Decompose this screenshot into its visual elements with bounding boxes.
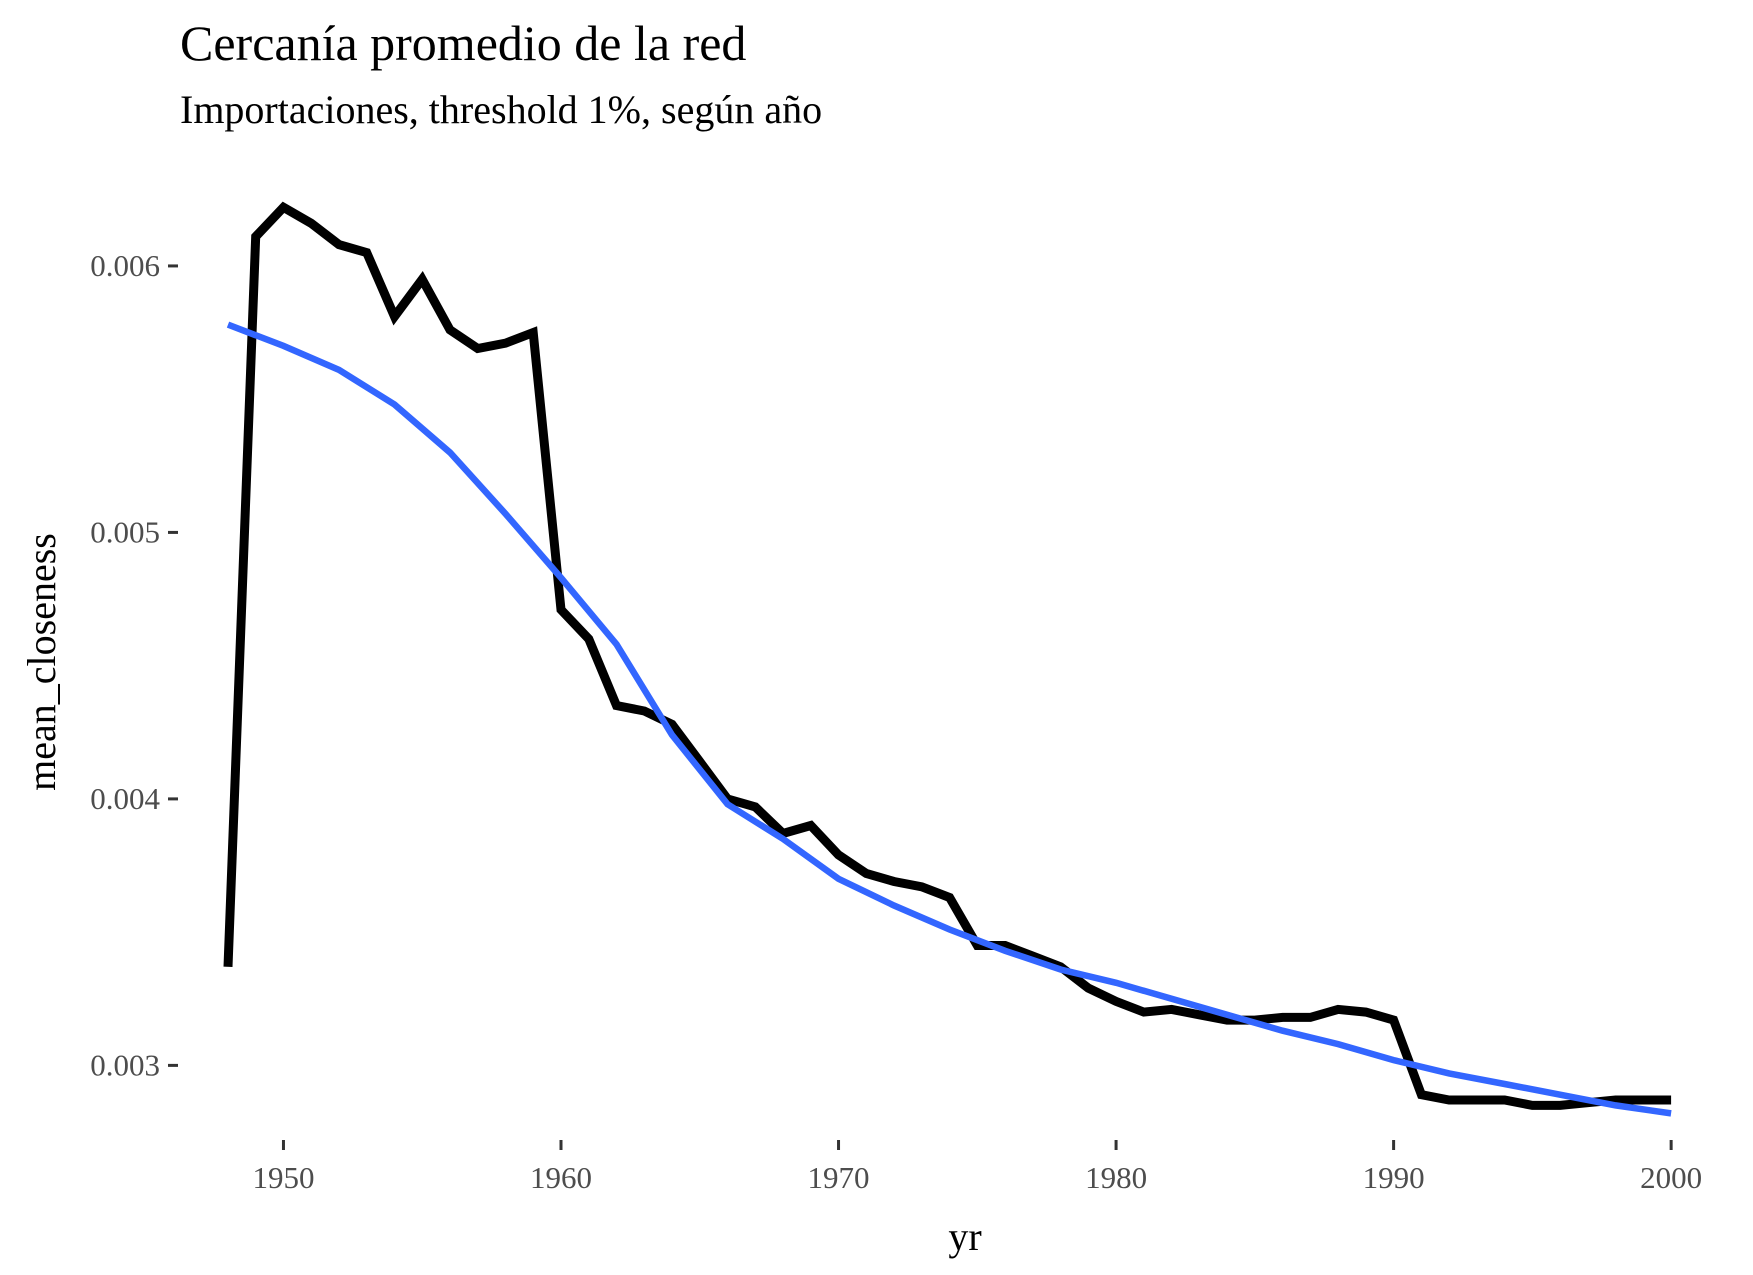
chart-title: Cercanía promedio de la red [180, 15, 746, 71]
series-line-observed [223, 201, 1672, 1110]
y-tick-label: 0.006 [90, 248, 160, 283]
y-tick-label: 0.004 [90, 781, 160, 816]
x-axis-title: yr [948, 1214, 981, 1259]
y-tick-label: 0.003 [90, 1047, 160, 1082]
x-tick-label: 1950 [252, 1160, 314, 1195]
x-tick-label: 2000 [1640, 1160, 1702, 1195]
x-tick-label: 1970 [808, 1160, 870, 1195]
y-axis: 0.003 0.004 0.005 0.006 [90, 248, 178, 1082]
y-axis-title: mean_closeness [19, 533, 64, 791]
chart-subtitle: Importaciones, threshold 1%, según año [180, 87, 822, 132]
y-tick-label: 0.005 [90, 514, 160, 549]
plot-lines [223, 201, 1672, 1117]
x-tick-label: 1990 [1363, 1160, 1425, 1195]
x-axis: 1950 1960 1970 1980 1990 2000 [252, 1140, 1702, 1195]
x-tick-label: 1960 [530, 1160, 592, 1195]
series-line-smooth [226, 321, 1672, 1117]
x-tick-label: 1980 [1085, 1160, 1147, 1195]
